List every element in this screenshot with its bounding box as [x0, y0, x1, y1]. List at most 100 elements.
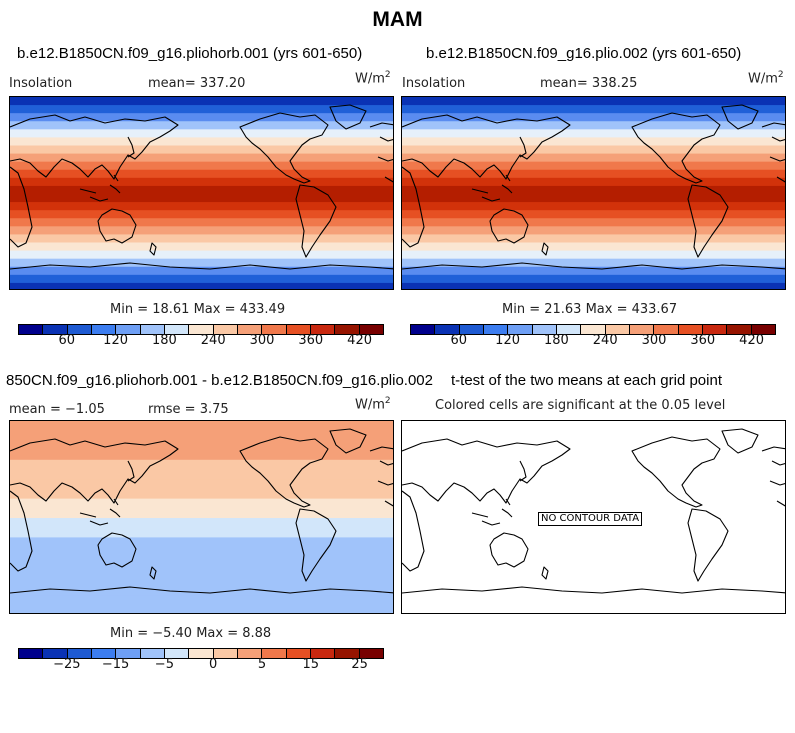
latitude-band: [10, 282, 393, 289]
colorbar-swatch: [508, 325, 533, 334]
colorbar-swatch: [727, 325, 752, 334]
panel3-map: [9, 420, 394, 614]
coastline: [402, 114, 571, 180]
coastline: [329, 104, 367, 130]
colorbar-swatch: [164, 325, 190, 334]
colorbar-swatch: [459, 325, 484, 334]
latitude-band: [10, 459, 393, 480]
colorbar-swatch: [67, 649, 92, 658]
colorbar-swatch: [678, 325, 703, 334]
colorbar-tick-label: 420: [347, 333, 373, 348]
coastline: [769, 480, 785, 507]
coastline: [97, 208, 137, 244]
latitude-band: [10, 105, 393, 114]
colorbar-tick-label: 25: [351, 657, 368, 672]
coastline: [10, 166, 33, 248]
colorbar-tick-label: 420: [739, 333, 765, 348]
latitude-band: [10, 479, 393, 500]
panel2-colorbar: [410, 324, 776, 335]
latitude-band: [10, 121, 393, 130]
latitude-band: [402, 274, 785, 284]
latitude-band: [10, 266, 393, 276]
panel1-mean-label: mean= 337.20: [148, 76, 246, 91]
coastline: [149, 242, 157, 256]
panel2-mean-label: mean= 338.25: [540, 76, 638, 91]
latitude-band: [10, 185, 393, 195]
coastline: [10, 114, 179, 180]
latitude-band: [10, 145, 393, 155]
latitude-band: [10, 576, 393, 597]
panel2-variable-label: Insolation: [402, 76, 466, 91]
latitude-band: [402, 234, 785, 244]
coastline: [402, 262, 785, 270]
latitude-band: [402, 218, 785, 227]
latitude-band: [402, 194, 785, 203]
colorbar-swatch: [43, 325, 68, 334]
colorbar-swatch: [213, 325, 238, 334]
latitude-band: [10, 242, 393, 252]
coastline: [402, 166, 425, 248]
latitude-band: [402, 113, 785, 122]
latitude-band: [10, 250, 393, 260]
coastline: [295, 508, 337, 582]
colorbar-swatch: [335, 325, 360, 334]
coastline: [127, 136, 135, 158]
coastline: [369, 122, 393, 142]
latitude-band: [10, 440, 393, 461]
latitude-band: [10, 595, 393, 613]
page-title: MAM: [372, 8, 423, 31]
panel3-map-svg: [10, 421, 393, 613]
panel2-map: [401, 96, 786, 290]
coastline: [519, 136, 527, 158]
coastline: [377, 156, 393, 183]
colorbar-tick-label: 120: [495, 333, 521, 348]
latitude-band: [10, 129, 393, 139]
coastline: [10, 490, 33, 572]
coastline: [489, 532, 529, 568]
colorbar-swatch: [605, 325, 630, 334]
coastline: [97, 532, 137, 568]
coastline: [369, 446, 393, 466]
colorbar-swatch: [629, 325, 655, 334]
latitude-band: [402, 250, 785, 260]
panel1-colorbar: [18, 324, 384, 335]
coastline: [295, 184, 337, 258]
colorbar-swatch: [19, 649, 44, 658]
latitude-band: [10, 161, 393, 171]
colorbar-tick-label: 360: [690, 333, 716, 348]
colorbar-swatch: [67, 325, 92, 334]
colorbar-swatch: [43, 649, 68, 658]
panel1-min-max: Min = 18.61 Max = 433.49: [110, 302, 286, 317]
latitude-band: [10, 226, 393, 236]
colorbar-swatch: [310, 649, 336, 658]
colorbar-swatch: [91, 649, 117, 658]
latitude-band: [10, 518, 393, 538]
coastline: [761, 122, 785, 142]
colorbar-swatch: [189, 325, 214, 334]
coastline: [761, 446, 785, 466]
colorbar-swatch: [213, 649, 238, 658]
colorbar-tick-label: 180: [543, 333, 569, 348]
colorbar-swatch: [532, 325, 557, 334]
colorbar-swatch: [189, 649, 214, 658]
latitude-band: [10, 234, 393, 244]
colorbar-swatch: [237, 649, 263, 658]
latitude-band: [402, 258, 785, 268]
coastline: [471, 174, 513, 202]
panel4-subtitle: Colored cells are significant at the 0.0…: [435, 398, 726, 413]
latitude-band: [10, 194, 393, 203]
colorbar-tick-label: 120: [103, 333, 129, 348]
colorbar-swatch: [654, 325, 679, 334]
coastline: [402, 586, 785, 594]
coastline: [10, 438, 179, 504]
colorbar-swatch: [359, 649, 383, 658]
colorbar-swatch: [262, 649, 287, 658]
panel4-map-svg: [402, 428, 785, 594]
coastline: [127, 460, 135, 482]
latitude-band: [10, 137, 393, 147]
colorbar-swatch: [751, 325, 775, 334]
colorbar-tick-label: −15: [101, 657, 130, 672]
latitude-band: [402, 282, 785, 289]
panel4-map: NO CONTOUR DATA: [401, 420, 786, 614]
latitude-band: [402, 129, 785, 139]
